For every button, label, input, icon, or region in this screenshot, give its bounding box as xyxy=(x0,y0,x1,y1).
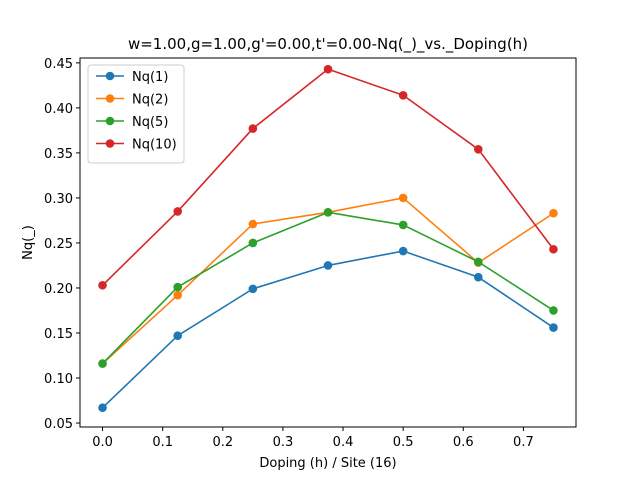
y-tick-label: 0.30 xyxy=(44,192,73,207)
data-point xyxy=(549,323,558,332)
legend-label: Nq(2) xyxy=(132,93,168,108)
y-tick-label: 0.45 xyxy=(44,57,73,72)
x-tick-label: 0.7 xyxy=(513,435,534,450)
x-tick-label: 0.6 xyxy=(453,435,474,450)
chart-title: w=1.00,g=1.00,g'=0.00,t'=0.00-Nq(_)_vs._… xyxy=(128,35,528,54)
y-tick-label: 0.05 xyxy=(44,417,73,432)
x-tick-label: 0.5 xyxy=(393,435,414,450)
legend-marker xyxy=(105,71,115,81)
data-point xyxy=(173,290,182,300)
x-axis-label: Doping (h) / Site (16) xyxy=(259,456,396,471)
series-layer xyxy=(98,64,558,413)
data-point xyxy=(323,208,333,217)
legend-label: Nq(5) xyxy=(132,115,168,130)
data-point xyxy=(549,306,558,315)
data-point xyxy=(398,220,408,230)
legend-item: Nq(5) xyxy=(96,115,168,130)
y-tick-label: 0.15 xyxy=(44,327,73,342)
y-tick-label: 0.40 xyxy=(44,102,73,117)
y-tick-label: 0.25 xyxy=(44,237,73,252)
legend-item: Nq(1) xyxy=(96,70,168,85)
data-point xyxy=(248,219,258,229)
legend-item: Nq(2) xyxy=(96,93,168,108)
data-point xyxy=(323,261,333,270)
legend-marker xyxy=(105,94,115,103)
y-tick-label: 0.20 xyxy=(44,282,73,297)
series-nq-1 xyxy=(98,246,558,413)
legend-label: Nq(1) xyxy=(132,70,168,85)
legend-marker xyxy=(105,116,115,126)
data-point xyxy=(474,257,483,267)
legend-label: Nq(10) xyxy=(132,138,177,153)
data-point xyxy=(549,244,558,254)
x-axis-ticks: 0.0 0.1 0.2 0.3 0.4 0.5 0.6 0.7 xyxy=(92,427,534,450)
x-tick-label: 0.2 xyxy=(212,435,233,450)
legend-item: Nq(10) xyxy=(96,138,177,153)
data-point xyxy=(173,331,182,340)
data-point xyxy=(549,208,558,218)
data-point xyxy=(248,238,258,248)
series-nq-5 xyxy=(98,208,558,368)
legend-box xyxy=(87,64,185,164)
data-point xyxy=(173,207,182,216)
y-axis-ticks: 0.05 0.10 0.15 0.20 0.25 0.30 0.35 0.40 0.45 xyxy=(44,57,80,432)
data-point xyxy=(398,193,408,203)
data-point xyxy=(474,272,483,282)
x-tick-label: 0.4 xyxy=(333,435,354,450)
data-point xyxy=(398,90,408,100)
y-axis-label: Nq(_) xyxy=(21,225,36,260)
data-point xyxy=(474,145,483,154)
data-point xyxy=(398,246,408,256)
series-nq-10 xyxy=(98,64,558,290)
y-tick-label: 0.10 xyxy=(44,372,73,387)
data-point xyxy=(248,124,258,133)
legend: Nq(1) Nq(2) Nq(5) Nq(10) xyxy=(87,64,185,164)
data-point xyxy=(98,403,107,413)
data-point xyxy=(323,64,333,74)
data-point xyxy=(98,280,107,290)
y-tick-label: 0.35 xyxy=(44,147,73,162)
x-tick-label: 0.0 xyxy=(92,435,113,450)
data-point xyxy=(98,359,107,368)
data-point xyxy=(248,284,258,294)
x-tick-label: 0.1 xyxy=(152,435,173,450)
legend-marker xyxy=(105,139,115,148)
x-tick-label: 0.3 xyxy=(273,435,294,450)
data-point xyxy=(173,282,182,292)
